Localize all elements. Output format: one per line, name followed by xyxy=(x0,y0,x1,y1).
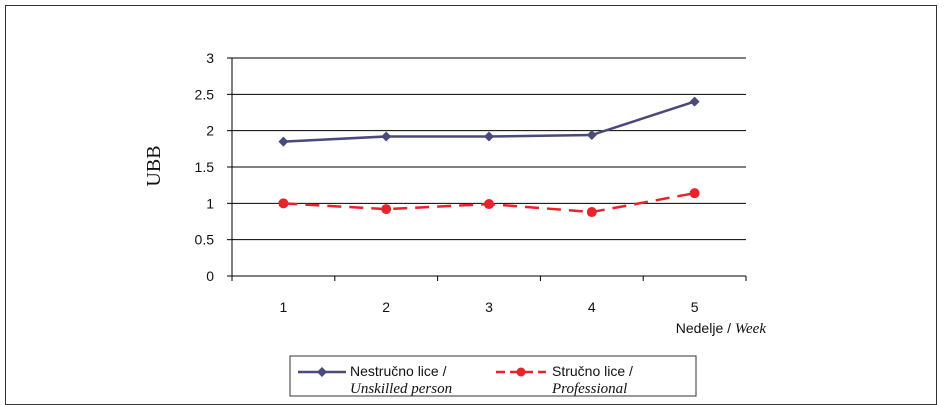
legend-marker-professional xyxy=(516,367,526,377)
series-group xyxy=(278,96,700,218)
data-point-diamond xyxy=(689,96,700,107)
legend-label-unskilled: Nestručno lice / xyxy=(350,363,447,379)
legend: Nestručno lice / Unskilled person Stručn… xyxy=(289,355,697,397)
x-tick-label: 1 xyxy=(280,299,288,315)
gridlines xyxy=(232,57,746,241)
x-axis-label: Nedelje / Week xyxy=(676,320,767,337)
data-point-circle xyxy=(278,198,289,209)
y-tick-label: 1.5 xyxy=(195,159,215,175)
y-tick-label: 2 xyxy=(206,123,214,139)
x-tick-labels: 1 2 3 4 5 xyxy=(280,299,699,315)
data-point-circle xyxy=(484,199,494,210)
data-point-diamond xyxy=(381,131,392,142)
y-tick-label: 0 xyxy=(206,268,214,284)
y-axis-label: UBB xyxy=(143,145,165,186)
data-point-circle xyxy=(381,204,392,215)
data-point-diamond xyxy=(586,130,597,141)
data-point-diamond xyxy=(484,131,494,142)
legend-label-professional: Stručno lice / xyxy=(552,363,633,379)
data-point-circle xyxy=(689,188,700,199)
x-tick-label: 2 xyxy=(382,299,390,315)
x-tick-label: 3 xyxy=(485,299,493,315)
legend-label-unskilled-italic: Unskilled person xyxy=(350,381,452,397)
y-tick-label: 0.5 xyxy=(195,232,215,248)
legend-box xyxy=(289,355,697,397)
y-tick-labels: 0 0.5 1 1.5 2 2.5 3 xyxy=(195,50,215,284)
data-point-diamond xyxy=(278,136,289,147)
x-tick-label: 5 xyxy=(691,299,699,315)
axes xyxy=(227,57,747,281)
legend-marker-unskilled xyxy=(317,367,327,377)
data-point-circle xyxy=(586,207,597,218)
x-tick-label: 4 xyxy=(588,299,596,315)
legend-label-professional-italic: Professional xyxy=(551,381,627,397)
y-tick-label: 2.5 xyxy=(195,86,215,102)
x-axis-label-italic: Week xyxy=(735,321,766,337)
y-tick-label: 1 xyxy=(206,195,214,211)
x-axis-label-main: Nedelje / xyxy=(676,320,735,336)
y-tick-label: 3 xyxy=(206,50,214,66)
